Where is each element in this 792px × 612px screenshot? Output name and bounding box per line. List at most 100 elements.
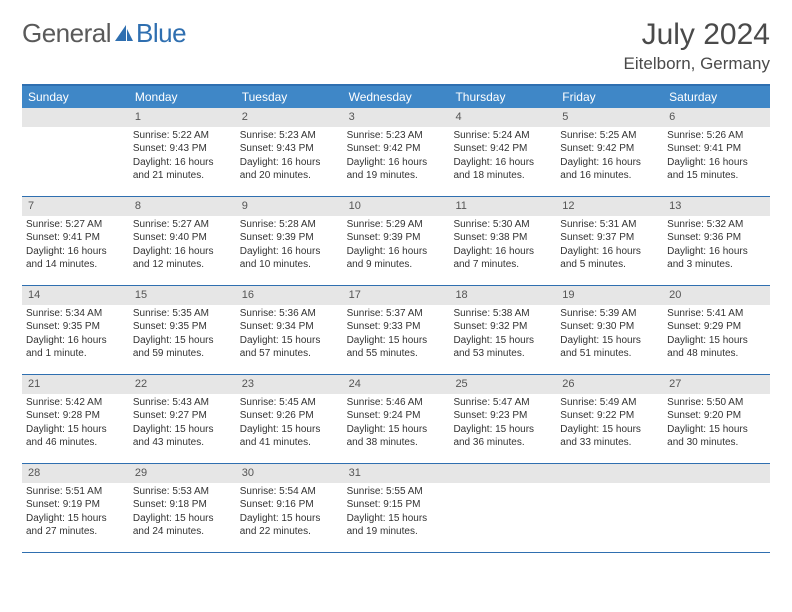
- brand-logo: General Blue: [22, 18, 186, 49]
- day-details: Sunrise: 5:26 AMSunset: 9:41 PMDaylight:…: [663, 127, 770, 189]
- day-number-empty: [556, 464, 663, 483]
- daylight-text: and 18 minutes.: [453, 169, 552, 183]
- daylight-text: and 24 minutes.: [133, 525, 232, 539]
- calendar-cell: [449, 464, 556, 552]
- calendar-cell: 23Sunrise: 5:45 AMSunset: 9:26 PMDayligh…: [236, 375, 343, 463]
- day-number-empty: [449, 464, 556, 483]
- calendar-cell: 15Sunrise: 5:35 AMSunset: 9:35 PMDayligh…: [129, 286, 236, 374]
- sunset-text: Sunset: 9:37 PM: [560, 231, 659, 245]
- calendar-cell: 22Sunrise: 5:43 AMSunset: 9:27 PMDayligh…: [129, 375, 236, 463]
- weekday-header: Thursday: [449, 86, 556, 108]
- sunset-text: Sunset: 9:40 PM: [133, 231, 232, 245]
- daylight-text: and 59 minutes.: [133, 347, 232, 361]
- day-number: 2: [236, 108, 343, 127]
- daylight-text: and 33 minutes.: [560, 436, 659, 450]
- calendar-cell: 31Sunrise: 5:55 AMSunset: 9:15 PMDayligh…: [343, 464, 450, 552]
- sunset-text: Sunset: 9:18 PM: [133, 498, 232, 512]
- sunrise-text: Sunrise: 5:42 AM: [26, 396, 125, 410]
- sunrise-text: Sunrise: 5:30 AM: [453, 218, 552, 232]
- sunset-text: Sunset: 9:33 PM: [347, 320, 446, 334]
- calendar-cell: 8Sunrise: 5:27 AMSunset: 9:40 PMDaylight…: [129, 197, 236, 285]
- sunrise-text: Sunrise: 5:24 AM: [453, 129, 552, 143]
- day-details: Sunrise: 5:25 AMSunset: 9:42 PMDaylight:…: [556, 127, 663, 189]
- weekday-header: Monday: [129, 86, 236, 108]
- sunset-text: Sunset: 9:27 PM: [133, 409, 232, 423]
- day-details: Sunrise: 5:42 AMSunset: 9:28 PMDaylight:…: [22, 394, 129, 456]
- day-number: 4: [449, 108, 556, 127]
- sunset-text: Sunset: 9:39 PM: [347, 231, 446, 245]
- sunrise-text: Sunrise: 5:49 AM: [560, 396, 659, 410]
- daylight-text: Daylight: 15 hours: [347, 334, 446, 348]
- calendar-week-row: 21Sunrise: 5:42 AMSunset: 9:28 PMDayligh…: [22, 375, 770, 464]
- day-details: Sunrise: 5:54 AMSunset: 9:16 PMDaylight:…: [236, 483, 343, 545]
- day-number-empty: [663, 464, 770, 483]
- day-number: 17: [343, 286, 450, 305]
- day-details: Sunrise: 5:31 AMSunset: 9:37 PMDaylight:…: [556, 216, 663, 278]
- sunrise-text: Sunrise: 5:25 AM: [560, 129, 659, 143]
- daylight-text: and 30 minutes.: [667, 436, 766, 450]
- day-number: 20: [663, 286, 770, 305]
- sunset-text: Sunset: 9:29 PM: [667, 320, 766, 334]
- day-details: Sunrise: 5:43 AMSunset: 9:27 PMDaylight:…: [129, 394, 236, 456]
- day-details: Sunrise: 5:55 AMSunset: 9:15 PMDaylight:…: [343, 483, 450, 545]
- brand-part2: Blue: [136, 18, 186, 49]
- daylight-text: Daylight: 15 hours: [26, 423, 125, 437]
- daylight-text: Daylight: 15 hours: [240, 334, 339, 348]
- daylight-text: and 9 minutes.: [347, 258, 446, 272]
- sunset-text: Sunset: 9:43 PM: [240, 142, 339, 156]
- sunset-text: Sunset: 9:19 PM: [26, 498, 125, 512]
- daylight-text: Daylight: 15 hours: [26, 512, 125, 526]
- calendar-week-row: 28Sunrise: 5:51 AMSunset: 9:19 PMDayligh…: [22, 464, 770, 553]
- day-number: 18: [449, 286, 556, 305]
- daylight-text: and 12 minutes.: [133, 258, 232, 272]
- sunrise-text: Sunrise: 5:53 AM: [133, 485, 232, 499]
- sunset-text: Sunset: 9:15 PM: [347, 498, 446, 512]
- calendar-cell: [556, 464, 663, 552]
- daylight-text: and 38 minutes.: [347, 436, 446, 450]
- calendar-cell: 9Sunrise: 5:28 AMSunset: 9:39 PMDaylight…: [236, 197, 343, 285]
- sunrise-text: Sunrise: 5:23 AM: [240, 129, 339, 143]
- sunset-text: Sunset: 9:42 PM: [347, 142, 446, 156]
- day-number: 1: [129, 108, 236, 127]
- calendar-cell: 11Sunrise: 5:30 AMSunset: 9:38 PMDayligh…: [449, 197, 556, 285]
- daylight-text: Daylight: 15 hours: [667, 423, 766, 437]
- day-details: Sunrise: 5:30 AMSunset: 9:38 PMDaylight:…: [449, 216, 556, 278]
- weekday-header: Tuesday: [236, 86, 343, 108]
- daylight-text: Daylight: 15 hours: [347, 423, 446, 437]
- day-number: 24: [343, 375, 450, 394]
- calendar-cell: 5Sunrise: 5:25 AMSunset: 9:42 PMDaylight…: [556, 108, 663, 196]
- title-block: July 2024 Eitelborn, Germany: [624, 18, 770, 74]
- daylight-text: and 22 minutes.: [240, 525, 339, 539]
- calendar-week-row: 7Sunrise: 5:27 AMSunset: 9:41 PMDaylight…: [22, 197, 770, 286]
- sunset-text: Sunset: 9:41 PM: [667, 142, 766, 156]
- daylight-text: and 5 minutes.: [560, 258, 659, 272]
- day-details: Sunrise: 5:41 AMSunset: 9:29 PMDaylight:…: [663, 305, 770, 367]
- daylight-text: Daylight: 15 hours: [667, 334, 766, 348]
- calendar-cell: [663, 464, 770, 552]
- day-number: 30: [236, 464, 343, 483]
- daylight-text: Daylight: 15 hours: [133, 512, 232, 526]
- day-details: Sunrise: 5:32 AMSunset: 9:36 PMDaylight:…: [663, 216, 770, 278]
- day-number: 27: [663, 375, 770, 394]
- day-details: Sunrise: 5:49 AMSunset: 9:22 PMDaylight:…: [556, 394, 663, 456]
- calendar-cell: 20Sunrise: 5:41 AMSunset: 9:29 PMDayligh…: [663, 286, 770, 374]
- sunrise-text: Sunrise: 5:23 AM: [347, 129, 446, 143]
- daylight-text: Daylight: 16 hours: [667, 156, 766, 170]
- day-number: 9: [236, 197, 343, 216]
- calendar-cell: 14Sunrise: 5:34 AMSunset: 9:35 PMDayligh…: [22, 286, 129, 374]
- sunset-text: Sunset: 9:42 PM: [560, 142, 659, 156]
- daylight-text: and 15 minutes.: [667, 169, 766, 183]
- daylight-text: and 19 minutes.: [347, 525, 446, 539]
- sunset-text: Sunset: 9:30 PM: [560, 320, 659, 334]
- daylight-text: Daylight: 16 hours: [347, 156, 446, 170]
- day-number: 5: [556, 108, 663, 127]
- sunset-text: Sunset: 9:32 PM: [453, 320, 552, 334]
- month-title: July 2024: [624, 18, 770, 52]
- day-number: 12: [556, 197, 663, 216]
- calendar-week-row: 14Sunrise: 5:34 AMSunset: 9:35 PMDayligh…: [22, 286, 770, 375]
- calendar-week-row: 1Sunrise: 5:22 AMSunset: 9:43 PMDaylight…: [22, 108, 770, 197]
- calendar-cell: 24Sunrise: 5:46 AMSunset: 9:24 PMDayligh…: [343, 375, 450, 463]
- day-number: 3: [343, 108, 450, 127]
- daylight-text: and 55 minutes.: [347, 347, 446, 361]
- day-details: Sunrise: 5:27 AMSunset: 9:41 PMDaylight:…: [22, 216, 129, 278]
